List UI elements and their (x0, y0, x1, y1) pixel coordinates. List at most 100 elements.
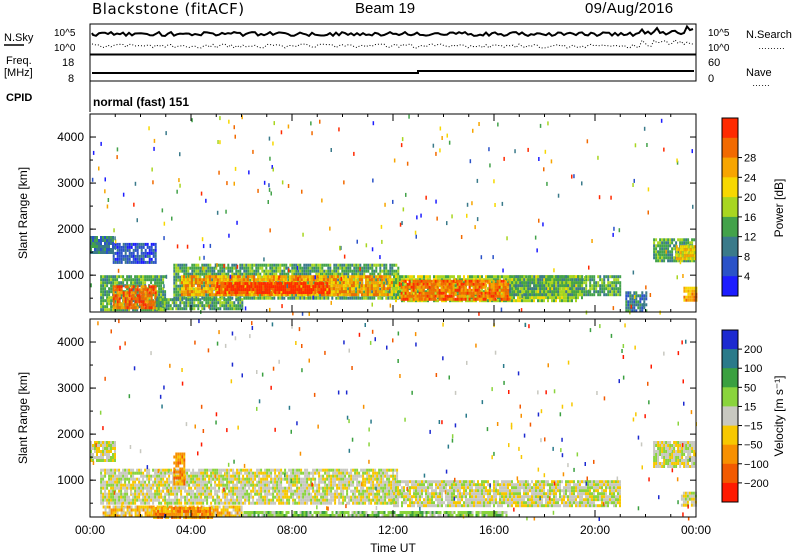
power-cell (211, 269, 214, 273)
power-cell (523, 278, 526, 282)
power-cell (635, 297, 638, 301)
power-scatter-echo (311, 131, 313, 136)
power-scatter-echo (163, 236, 165, 241)
power-cell (679, 245, 682, 249)
power-scatter-echo (148, 126, 150, 131)
power-cell (197, 307, 200, 311)
power-cell (194, 293, 197, 297)
power-cell (385, 290, 388, 294)
power-cell (437, 278, 439, 282)
power-cell (599, 287, 602, 291)
power-cell (641, 291, 644, 295)
power-cell (551, 275, 554, 279)
power-scatter-echo (165, 131, 167, 136)
power-cell (687, 248, 690, 252)
power-cell (118, 257, 121, 261)
power-scatter-echo (359, 267, 361, 272)
power-cell (102, 284, 105, 288)
power-cell (152, 254, 155, 258)
power-cell (224, 293, 227, 297)
power-cell (120, 288, 123, 292)
power-cell (207, 269, 210, 273)
date-label: 09/Aug/2016 (585, 0, 674, 17)
power-cell (443, 275, 445, 279)
power-cell (418, 279, 421, 283)
power-cell (271, 269, 274, 273)
power-cell (201, 304, 204, 308)
power-cell (292, 278, 295, 282)
power-cell (571, 290, 574, 294)
power-cell (100, 275, 103, 279)
power-cell (380, 290, 383, 294)
power-cell (255, 272, 258, 276)
power-cell (342, 290, 345, 294)
power-cell (234, 288, 237, 292)
power-cell (390, 281, 393, 285)
power-cell (278, 282, 281, 286)
power-cell (360, 281, 363, 285)
power-cell (500, 279, 503, 283)
power-cell (563, 299, 565, 303)
power-cell (689, 241, 692, 245)
power-cell (361, 269, 364, 273)
power-cell (511, 290, 514, 294)
power-cell (428, 285, 431, 289)
power-cell (138, 278, 141, 282)
power-cell (122, 300, 125, 304)
power-cell (250, 278, 253, 282)
power-cell (281, 269, 284, 273)
power-scatter-echo (401, 221, 403, 225)
power-cell (376, 287, 379, 291)
power-cell (218, 285, 221, 289)
power-cell (454, 297, 457, 301)
power-cell (611, 293, 614, 297)
power-cell (114, 275, 117, 279)
power-scatter-echo (478, 311, 480, 316)
power-cell (283, 263, 286, 267)
power-cell (183, 301, 186, 305)
power-cell (557, 287, 560, 291)
power-cell (557, 275, 560, 279)
power-cell (304, 288, 307, 292)
power-cell (430, 291, 433, 295)
power-cell (414, 291, 417, 295)
power-cell (609, 287, 612, 291)
power-cell (208, 278, 211, 282)
power-cell (146, 306, 149, 310)
power-cell (669, 250, 672, 254)
power-cell (256, 291, 259, 295)
power-cell (106, 245, 108, 248)
power-cell (438, 288, 441, 292)
power-cell (437, 299, 439, 303)
power-cell (301, 266, 304, 270)
power-cell (673, 247, 676, 251)
power-cell (330, 281, 333, 285)
power-cell (268, 291, 271, 295)
power-cell (322, 275, 325, 279)
power-cell (116, 242, 119, 246)
power-cell (158, 293, 161, 297)
power-scatter-echo (116, 147, 119, 152)
power-cell (251, 272, 254, 276)
power-cell (679, 257, 682, 261)
power-cell (173, 266, 176, 270)
power-cell (589, 290, 592, 294)
power-cell (291, 296, 294, 300)
power-cell (190, 278, 193, 282)
power-cell (435, 278, 437, 282)
power-cell (162, 278, 165, 282)
power-scatter-echo (90, 283, 92, 288)
power-cell (476, 291, 479, 295)
power-cell (180, 275, 183, 279)
power-cell (418, 297, 421, 301)
power-cell (126, 245, 129, 249)
power-cell (535, 296, 537, 300)
power-cell (406, 288, 409, 292)
power-cell (405, 275, 407, 279)
power-cell (235, 269, 238, 273)
power-scatter-echo (514, 284, 517, 289)
power-scatter-echo (339, 290, 341, 295)
power-cell (150, 245, 153, 249)
power-cell (154, 254, 157, 258)
power-cell (551, 278, 553, 282)
